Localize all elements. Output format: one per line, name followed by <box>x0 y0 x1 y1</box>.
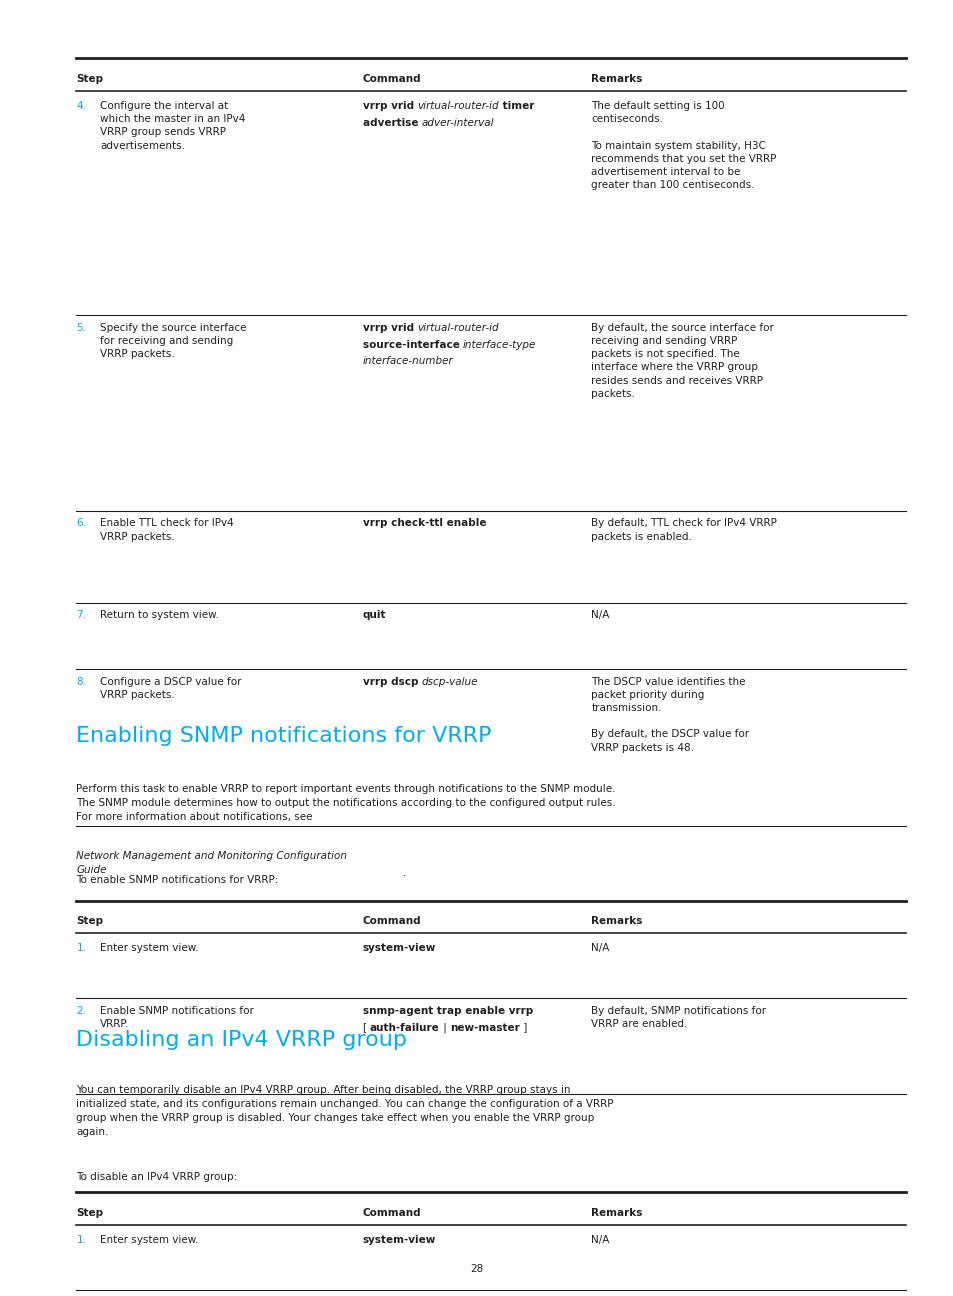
Text: system-view: system-view <box>362 943 436 954</box>
Text: 28: 28 <box>470 1264 483 1274</box>
Text: N/A: N/A <box>591 943 609 954</box>
Text: adver-interval: adver-interval <box>421 118 494 128</box>
Text: Command: Command <box>362 1208 420 1218</box>
Text: To disable an IPv4 VRRP group:: To disable an IPv4 VRRP group: <box>76 1172 237 1182</box>
Text: auth-failure: auth-failure <box>370 1023 439 1033</box>
Text: .: . <box>402 868 406 879</box>
Text: 7.: 7. <box>76 610 86 621</box>
Text: system-view: system-view <box>362 1235 436 1245</box>
Text: Return to system view.: Return to system view. <box>100 610 219 621</box>
Text: Remarks: Remarks <box>591 916 642 927</box>
Text: Step: Step <box>76 916 103 927</box>
Text: Configure the interval at
which the master in an IPv4
VRRP group sends VRRP
adve: Configure the interval at which the mast… <box>100 101 245 150</box>
Text: N/A: N/A <box>591 610 609 621</box>
Text: vrrp vrid: vrrp vrid <box>362 323 416 333</box>
Text: interface-number: interface-number <box>362 356 453 367</box>
Text: By default, SNMP notifications for
VRRP are enabled.: By default, SNMP notifications for VRRP … <box>591 1006 766 1029</box>
Text: Perform this task to enable VRRP to report important events through notification: Perform this task to enable VRRP to repo… <box>76 784 616 822</box>
Text: quit: quit <box>362 610 386 621</box>
Text: timer: timer <box>498 101 534 111</box>
Text: Network Management and Monitoring Configuration
Guide: Network Management and Monitoring Config… <box>76 851 347 876</box>
Text: Command: Command <box>362 916 420 927</box>
Text: 1.: 1. <box>76 1235 86 1245</box>
Text: 6.: 6. <box>76 518 86 529</box>
Text: 2.: 2. <box>76 1006 86 1016</box>
Text: |: | <box>439 1023 449 1033</box>
Text: Command: Command <box>362 74 420 84</box>
Text: dscp-value: dscp-value <box>421 677 477 687</box>
Text: Configure a DSCP value for
VRRP packets.: Configure a DSCP value for VRRP packets. <box>100 677 241 700</box>
Text: ]: ] <box>519 1023 526 1033</box>
Text: advertise: advertise <box>362 118 421 128</box>
Text: virtual-router-id: virtual-router-id <box>416 101 498 111</box>
Text: The DSCP value identifies the
packet priority during
transmission.

By default, : The DSCP value identifies the packet pri… <box>591 677 749 753</box>
Text: Enable TTL check for IPv4
VRRP packets.: Enable TTL check for IPv4 VRRP packets. <box>100 518 233 542</box>
Text: Enabling SNMP notifications for VRRP: Enabling SNMP notifications for VRRP <box>76 726 492 745</box>
Text: By default, TTL check for IPv4 VRRP
packets is enabled.: By default, TTL check for IPv4 VRRP pack… <box>591 518 777 542</box>
Text: source-interface: source-interface <box>362 340 462 350</box>
Text: 5.: 5. <box>76 323 86 333</box>
Text: To enable SNMP notifications for VRRP:: To enable SNMP notifications for VRRP: <box>76 875 278 885</box>
Text: vrrp dscp: vrrp dscp <box>362 677 421 687</box>
Text: virtual-router-id: virtual-router-id <box>416 323 498 333</box>
Text: Remarks: Remarks <box>591 74 642 84</box>
Text: [: [ <box>362 1023 370 1033</box>
Text: interface-type: interface-type <box>462 340 536 350</box>
Text: Specify the source interface
for receiving and sending
VRRP packets.: Specify the source interface for receivi… <box>100 323 247 359</box>
Text: You can temporarily disable an IPv4 VRRP group. After being disabled, the VRRP g: You can temporarily disable an IPv4 VRRP… <box>76 1085 613 1137</box>
Text: Remarks: Remarks <box>591 1208 642 1218</box>
Text: Disabling an IPv4 VRRP group: Disabling an IPv4 VRRP group <box>76 1030 407 1050</box>
Text: Step: Step <box>76 1208 103 1218</box>
Text: snmp-agent trap enable vrrp: snmp-agent trap enable vrrp <box>362 1006 532 1016</box>
Text: N/A: N/A <box>591 1235 609 1245</box>
Text: Step: Step <box>76 74 103 84</box>
Text: The default setting is 100
centiseconds.

To maintain system stability, H3C
reco: The default setting is 100 centiseconds.… <box>591 101 776 191</box>
Text: Enable SNMP notifications for
VRRP.: Enable SNMP notifications for VRRP. <box>100 1006 253 1029</box>
Text: By default, the source interface for
receiving and sending VRRP
packets is not s: By default, the source interface for rec… <box>591 323 774 399</box>
Text: Enter system view.: Enter system view. <box>100 1235 198 1245</box>
Text: 8.: 8. <box>76 677 86 687</box>
Text: Enter system view.: Enter system view. <box>100 943 198 954</box>
Text: vrrp vrid: vrrp vrid <box>362 101 416 111</box>
Text: 4.: 4. <box>76 101 86 111</box>
Text: 1.: 1. <box>76 943 86 954</box>
Text: vrrp check-ttl enable: vrrp check-ttl enable <box>362 518 485 529</box>
Text: new-master: new-master <box>449 1023 519 1033</box>
